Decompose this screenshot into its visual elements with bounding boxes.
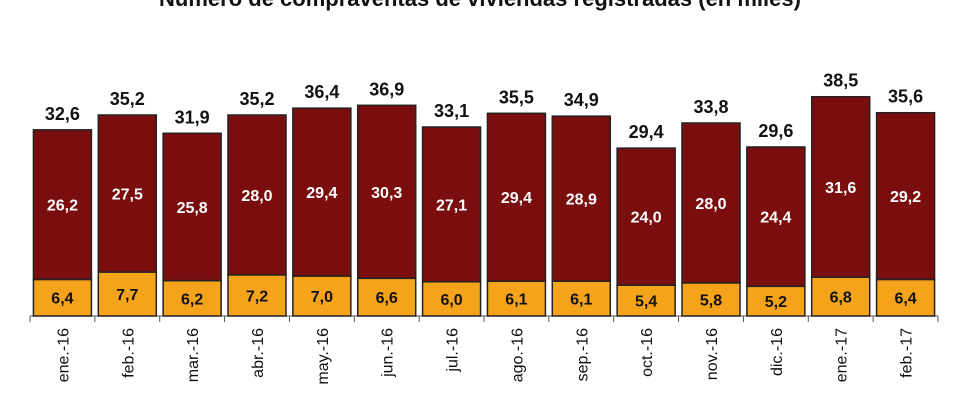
- data-label-lower: 6,0: [440, 292, 462, 309]
- bar-segment-upper: [292, 107, 352, 277]
- data-label-lower: 6,6: [376, 290, 398, 307]
- x-tick-label: ago.-16: [509, 328, 526, 382]
- data-label-upper: 28,0: [695, 196, 726, 213]
- bar-segment-lower: [32, 278, 93, 317]
- x-tick-label: jul.-16: [445, 328, 462, 373]
- x-tick-label: sep.-16: [574, 328, 591, 381]
- bar-segment-lower: [486, 280, 547, 317]
- data-label-total: 29,4: [629, 122, 664, 142]
- data-label-upper: 27,1: [436, 197, 467, 214]
- data-label-upper: 29,4: [306, 185, 337, 202]
- bar-segment-upper: [162, 132, 222, 282]
- bar-segment-lower: [875, 278, 936, 317]
- x-tick-label: feb.-17: [899, 328, 916, 378]
- data-label-total: 35,2: [110, 89, 145, 109]
- data-label-total: 31,9: [175, 107, 210, 127]
- data-label-upper: 24,4: [760, 210, 791, 227]
- data-label-total: 36,9: [369, 79, 404, 99]
- chart-title: Número de compraventas de viviendas regi…: [0, 0, 960, 12]
- data-label-upper: 30,3: [371, 185, 402, 202]
- bar-segment-upper: [32, 129, 93, 281]
- x-tick-label: may.-16: [315, 328, 332, 385]
- bar-segment-upper: [227, 114, 287, 276]
- x-tick-label: dic.-16: [769, 328, 786, 376]
- bar-segment-upper: [875, 111, 936, 281]
- data-label-upper: 29,4: [501, 190, 532, 207]
- x-tick-label: abr.-16: [250, 328, 267, 378]
- data-label-lower: 5,2: [765, 294, 787, 311]
- data-label-total: 35,2: [239, 89, 274, 109]
- data-label-upper: 28,9: [566, 192, 597, 209]
- bar-segment-lower: [162, 279, 222, 317]
- data-label-lower: 6,2: [181, 291, 203, 308]
- bar-segment-upper: [746, 146, 806, 288]
- data-label-upper: 26,2: [47, 198, 78, 215]
- bar-segment-upper: [681, 122, 741, 284]
- data-label-lower: 5,8: [700, 292, 722, 309]
- bar-segment-upper: [551, 115, 612, 282]
- data-label-total: 38,5: [823, 71, 858, 91]
- bar-segment-lower: [356, 277, 417, 317]
- bar-segment-upper: [356, 104, 417, 280]
- data-label-total: 32,6: [45, 104, 80, 124]
- data-label-upper: 29,2: [890, 189, 921, 206]
- data-label-total: 33,8: [693, 97, 728, 117]
- bar-segment-lower: [227, 274, 287, 317]
- data-label-lower: 7,2: [246, 288, 268, 305]
- x-tick-label: feb.-16: [120, 328, 137, 378]
- data-label-lower: 7,7: [116, 287, 138, 304]
- data-label-lower: 6,4: [51, 291, 73, 308]
- data-label-total: 29,6: [758, 121, 793, 141]
- data-label-total: 34,9: [564, 90, 599, 110]
- bar-segment-lower: [810, 276, 871, 317]
- x-tick-label: oct.-16: [639, 328, 656, 377]
- bar-segment-upper: [421, 126, 482, 283]
- x-tick-label: jun.-16: [380, 328, 397, 378]
- data-label-lower: 6,1: [505, 292, 527, 309]
- data-label-total: 35,6: [888, 87, 923, 107]
- data-label-lower: 7,0: [311, 289, 333, 306]
- data-label-lower: 6,8: [830, 290, 852, 307]
- data-label-total: 35,5: [499, 87, 534, 107]
- data-label-lower: 5,4: [635, 294, 657, 311]
- bar-segment-upper: [616, 147, 676, 286]
- bar-segment-upper: [810, 95, 871, 278]
- data-label-lower: 6,4: [894, 291, 916, 308]
- data-label-total: 36,4: [304, 82, 339, 102]
- data-label-upper: 27,5: [112, 187, 143, 204]
- x-tick-label: mar.-16: [185, 328, 202, 382]
- bar-segment-upper: [486, 112, 547, 282]
- bar-segment-upper: [97, 114, 158, 273]
- data-label-upper: 28,0: [241, 188, 272, 205]
- x-tick-label: nov.-16: [704, 328, 721, 380]
- bar-segment-lower: [616, 284, 676, 317]
- x-tick-label: ene.-16: [55, 328, 72, 382]
- data-label-upper: 25,8: [177, 200, 208, 217]
- data-label-lower: 6,1: [570, 292, 592, 309]
- bar-segment-lower: [97, 271, 158, 317]
- data-label-upper: 31,6: [825, 180, 856, 197]
- x-tick-label: ene.-17: [834, 328, 851, 382]
- data-label-upper: 24,0: [631, 210, 662, 227]
- data-label-total: 33,1: [434, 101, 469, 121]
